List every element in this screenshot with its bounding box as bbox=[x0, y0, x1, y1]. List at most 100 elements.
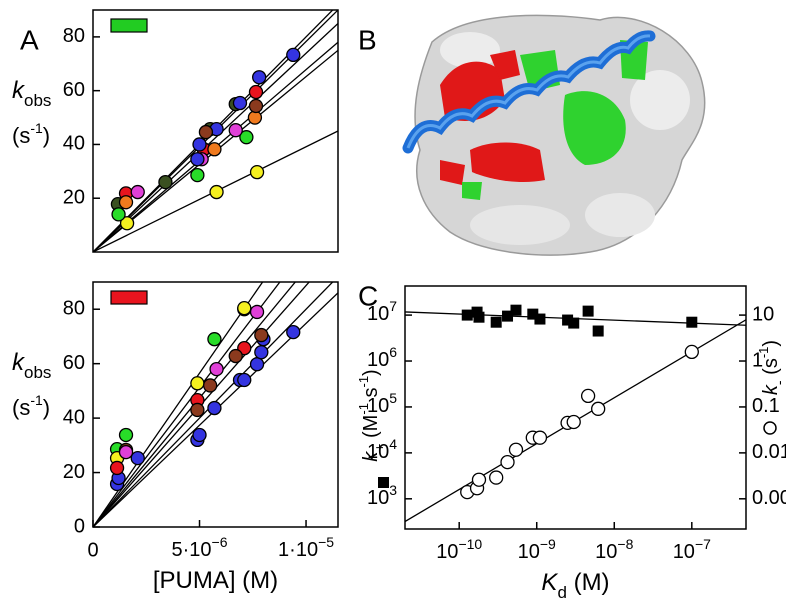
axis-label-part: obs bbox=[24, 363, 51, 382]
point bbox=[252, 70, 267, 85]
point bbox=[591, 401, 606, 416]
tick-label: 10−8 bbox=[595, 536, 633, 564]
axis-label-part: k bbox=[12, 349, 26, 376]
axis-label-part: -1 bbox=[30, 120, 43, 136]
axis-label-part: k bbox=[760, 384, 782, 395]
axis-label-part: [PUMA] (M) bbox=[153, 567, 278, 594]
point bbox=[232, 95, 248, 111]
axis-label-part: (s bbox=[12, 123, 30, 148]
point bbox=[190, 402, 205, 418]
axis-label: Kd (M) bbox=[541, 569, 609, 602]
tick-label-exponent: −5 bbox=[318, 534, 334, 550]
point bbox=[568, 317, 580, 329]
tick-label: 10−9 bbox=[518, 536, 556, 564]
point bbox=[471, 472, 487, 487]
tick-label-exponent: 4 bbox=[389, 436, 397, 452]
point bbox=[580, 388, 596, 404]
tick-label-base: 1·10 bbox=[278, 539, 318, 561]
tick-label: 80 bbox=[63, 298, 85, 320]
point bbox=[118, 195, 134, 210]
point bbox=[207, 400, 222, 416]
color-tag bbox=[110, 18, 148, 33]
point bbox=[130, 184, 145, 200]
color-tag bbox=[110, 290, 148, 305]
tick-label: 60 bbox=[63, 352, 85, 374]
tick-label: 60 bbox=[63, 79, 85, 101]
tick-label: 10−7 bbox=[673, 536, 711, 564]
axis-label-part: -1 bbox=[756, 347, 771, 359]
point bbox=[686, 316, 698, 328]
tick-label-base: 10 bbox=[595, 541, 617, 563]
tick-label-base: 10 bbox=[367, 441, 389, 463]
fit-line bbox=[93, 282, 264, 527]
point bbox=[566, 414, 581, 430]
axis-label-part: s bbox=[360, 388, 382, 404]
point bbox=[158, 174, 173, 190]
point bbox=[209, 184, 224, 200]
axis-label-part: -1 bbox=[356, 376, 371, 388]
tick-label-exponent: −6 bbox=[212, 534, 228, 550]
point bbox=[254, 345, 269, 360]
point bbox=[118, 444, 134, 460]
point bbox=[510, 304, 522, 316]
point bbox=[592, 325, 604, 337]
point bbox=[237, 372, 252, 388]
axis-label-part: - bbox=[771, 380, 786, 385]
axis-label-part: (M) bbox=[567, 569, 610, 596]
tick-label-base: 10 bbox=[436, 541, 458, 563]
tick-label: 106 bbox=[367, 344, 397, 372]
point bbox=[111, 207, 126, 222]
point bbox=[286, 324, 301, 340]
point bbox=[190, 167, 205, 183]
tick-label-base: 10 bbox=[367, 303, 389, 325]
point bbox=[118, 427, 134, 443]
axis-label: kobs bbox=[12, 77, 51, 110]
tick-label: 1 bbox=[752, 349, 763, 371]
tick-label: 40 bbox=[63, 406, 85, 428]
point bbox=[473, 311, 485, 323]
point bbox=[532, 430, 548, 445]
point bbox=[582, 305, 594, 317]
tick-label-exponent: 7 bbox=[389, 298, 397, 314]
point bbox=[192, 137, 207, 152]
point bbox=[562, 314, 574, 326]
panel-label: B bbox=[358, 24, 377, 55]
tick-label-exponent: −8 bbox=[617, 536, 633, 552]
point bbox=[249, 357, 265, 372]
axis-label: [PUMA] (M) bbox=[153, 567, 278, 594]
point bbox=[508, 442, 524, 457]
point bbox=[190, 152, 205, 167]
point bbox=[461, 309, 473, 321]
axis-label-part: (s bbox=[760, 358, 782, 380]
tick-label-base: 10 bbox=[673, 541, 695, 563]
tick-label: 10−10 bbox=[436, 536, 482, 564]
point bbox=[534, 313, 546, 325]
point bbox=[684, 344, 699, 360]
tick-label-base: 5·10 bbox=[172, 539, 212, 561]
axis-label: (s-1) bbox=[12, 392, 50, 420]
point bbox=[249, 304, 265, 320]
tick-label: 40 bbox=[63, 133, 85, 155]
tick-label-exponent: 5 bbox=[389, 390, 397, 406]
tick-label-exponent: 6 bbox=[389, 344, 397, 360]
legend-swatch bbox=[763, 421, 777, 435]
tick-label: 5·10−6 bbox=[172, 534, 228, 562]
fit-line bbox=[93, 22, 338, 252]
point bbox=[192, 427, 207, 443]
point bbox=[109, 460, 125, 476]
panel-label: A bbox=[20, 24, 39, 55]
tick-label-exponent: −9 bbox=[540, 536, 556, 552]
axis-label-part: ) bbox=[360, 369, 382, 376]
point bbox=[228, 348, 243, 364]
tick-label: 20 bbox=[63, 187, 85, 209]
point bbox=[490, 316, 502, 328]
axis-label: k+ (M-1 s-1) bbox=[356, 369, 387, 461]
tick-label-base: 10 bbox=[367, 395, 389, 417]
tick-label: 20 bbox=[63, 461, 85, 483]
tick-label: 0.001 bbox=[752, 487, 786, 509]
axis-label-part: k bbox=[12, 77, 26, 104]
axis-label-part: ) bbox=[43, 395, 50, 420]
tick-label: 0 bbox=[87, 539, 98, 561]
point bbox=[237, 300, 252, 316]
point bbox=[198, 124, 214, 140]
